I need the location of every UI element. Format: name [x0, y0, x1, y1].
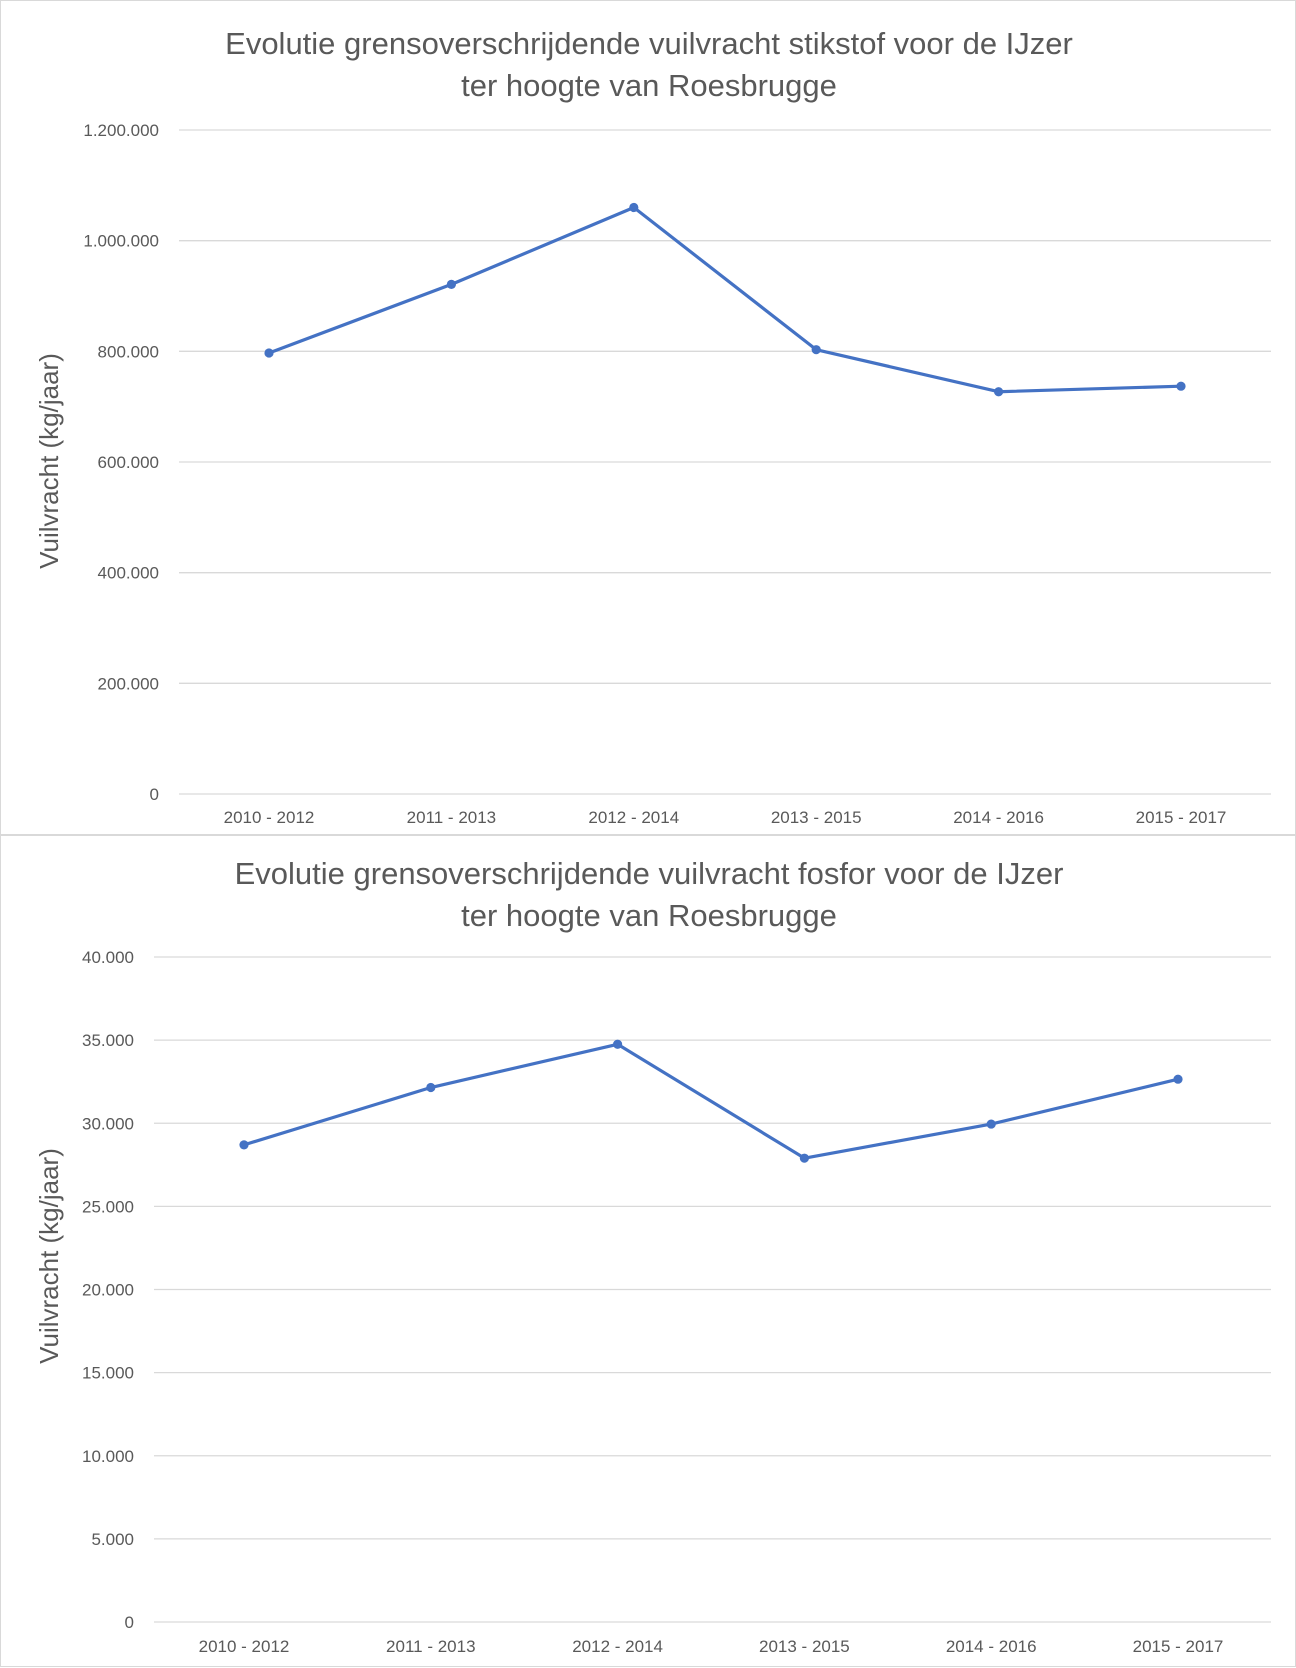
y-tick-label: 600.000: [98, 453, 159, 472]
y-tick-label: 800.000: [98, 342, 159, 361]
phosphorus-line-chart: Evolutie grensoverschrijdende vuilvracht…: [34, 856, 1271, 1656]
data-point: [799, 1153, 810, 1163]
series-points: [264, 202, 1186, 397]
data-point: [986, 1119, 996, 1129]
y-tick-labels: 0 200.000 400.000 600.000 800.000 1.000.000 1.…: [83, 121, 159, 804]
y-axis-label: Vuilvracht (kg/jaar): [34, 353, 64, 569]
x-tick-label: 2011 - 2013: [407, 808, 496, 827]
x-tick-label: 2010 - 2012: [199, 1637, 290, 1656]
grid-lines: [154, 956, 1271, 1623]
nitrogen-chart-panel: Evolutie grensoverschrijdende vuilvracht…: [0, 0, 1296, 835]
x-tick-label: 2013 - 2015: [759, 1637, 850, 1656]
chart-title-line-2: ter hoogte van Roesbrugge: [461, 898, 837, 933]
y-tick-label: 35.000: [82, 1031, 134, 1050]
data-point: [811, 345, 821, 355]
x-tick-label: 2012 - 2014: [588, 808, 679, 827]
series-line-path: [243, 1042, 1179, 1160]
series-points: [239, 1039, 1183, 1163]
y-tick-label: 5.000: [91, 1530, 134, 1549]
x-tick-label: 2010 - 2012: [224, 808, 315, 827]
nitrogen-line-chart: Evolutie grensoverschrijdende vuilvracht…: [34, 26, 1271, 827]
y-tick-labels: 0 5.000 10.000 15.000 20.000 25.000 30.000 35.0…: [82, 948, 134, 1632]
data-point: [239, 1140, 249, 1150]
y-tick-label: 15.000: [82, 1364, 134, 1383]
x-tick-label: 2011 - 2013: [386, 1637, 475, 1656]
x-tick-labels: 2010 - 2012 2011 - 2013 2012 - 2014 2013 - …: [199, 1637, 1224, 1656]
grid-lines: [179, 129, 1271, 795]
series-line-path: [268, 205, 1182, 394]
data-point: [264, 348, 274, 358]
y-tick-label: 200.000: [98, 674, 159, 693]
data-point: [613, 1039, 623, 1049]
x-tick-label: 2014 - 2016: [946, 1637, 1037, 1656]
y-tick-label: 1.200.000: [83, 121, 159, 140]
y-tick-label: 30.000: [82, 1114, 134, 1133]
y-tick-label: 0: [150, 785, 159, 804]
y-tick-label: 25.000: [82, 1197, 134, 1216]
x-tick-label: 2014 - 2016: [953, 808, 1044, 827]
data-point: [629, 202, 639, 213]
x-tick-label: 2015 - 2017: [1136, 808, 1227, 827]
y-tick-label: 400.000: [98, 564, 159, 583]
data-point: [1173, 1074, 1183, 1084]
y-tick-label: 40.000: [82, 948, 134, 967]
data-point: [446, 279, 456, 289]
chart-title-line-1: Evolutie grensoverschrijdende vuilvracht…: [235, 856, 1064, 891]
y-tick-label: 20.000: [82, 1281, 134, 1300]
series-line: [268, 205, 1182, 394]
y-axis-label: Vuilvracht (kg/jaar): [34, 1148, 64, 1364]
data-point: [1176, 381, 1186, 391]
phosphorus-chart-panel: Evolutie grensoverschrijdende vuilvracht…: [0, 835, 1296, 1667]
data-point: [994, 387, 1004, 397]
y-tick-label: 1.000.000: [83, 232, 159, 251]
chart-title-line-1: Evolutie grensoverschrijdende vuilvracht…: [225, 26, 1073, 61]
x-tick-label: 2013 - 2015: [771, 808, 862, 827]
x-tick-labels: 2010 - 2012 2011 - 2013 2012 - 2014 2013 - …: [224, 808, 1227, 827]
x-tick-label: 2015 - 2017: [1133, 1637, 1224, 1656]
y-tick-label: 0: [125, 1613, 134, 1632]
y-tick-label: 10.000: [82, 1447, 134, 1466]
chart-title-line-2: ter hoogte van Roesbrugge: [461, 68, 837, 103]
data-point: [426, 1082, 436, 1093]
x-tick-label: 2012 - 2014: [572, 1637, 663, 1656]
series-line: [243, 1042, 1179, 1160]
